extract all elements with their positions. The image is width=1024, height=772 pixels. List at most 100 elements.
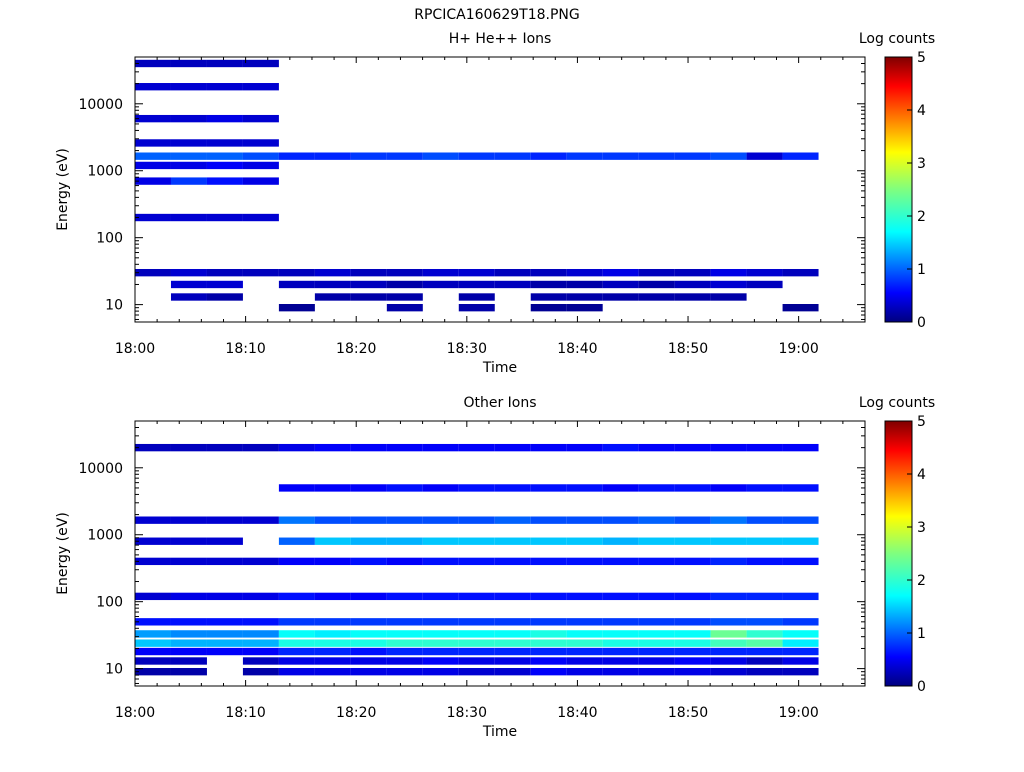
heatmap-cell [170, 293, 207, 301]
heatmap-cell [566, 152, 603, 160]
heatmap-cell [386, 639, 423, 647]
heatmap-cell [206, 537, 243, 545]
heatmap-cell [566, 630, 603, 638]
heatmap-cell [386, 152, 423, 160]
y-tick-label: 100 [96, 231, 123, 247]
heatmap-cell [135, 139, 171, 147]
heatmap-cell [746, 618, 783, 626]
heatmap-cell [242, 213, 279, 222]
heatmap-cell [458, 537, 495, 545]
heatmap-cell [135, 639, 171, 647]
heatmap-cell [206, 293, 243, 301]
heatmap-cell [350, 152, 387, 160]
heatmap-cell [206, 83, 243, 91]
y-tick-label: 10 [105, 298, 123, 314]
y-axis-label: Energy (eV) [55, 512, 71, 595]
heatmap-cell [566, 484, 603, 492]
heatmap-cell [674, 657, 711, 665]
heatmap-cell [710, 639, 747, 647]
heatmap-cell [170, 139, 207, 147]
heatmap-cell [242, 516, 279, 524]
y-tick-label: 1000 [87, 528, 123, 544]
heatmap-cell [494, 639, 531, 647]
heatmap-cell [350, 668, 387, 676]
heatmap-cell [494, 280, 531, 289]
heatmap-cell [386, 668, 423, 676]
heatmap-cell [170, 647, 207, 656]
heatmap-cell [530, 557, 567, 566]
heatmap-cell [170, 213, 207, 222]
heatmap-cell [422, 647, 459, 656]
heatmap-cell [530, 639, 567, 647]
heatmap-cell [530, 304, 567, 312]
colorbar [884, 420, 913, 687]
colorbar-tick-label: 5 [917, 50, 926, 66]
heatmap-cell [494, 592, 531, 601]
heatmap-cell [135, 268, 171, 277]
heatmap-cell [350, 443, 387, 452]
heatmap-cell [494, 618, 531, 626]
heatmap-cell [314, 657, 351, 665]
heatmap-cell [710, 443, 747, 452]
heatmap-cell [674, 647, 711, 656]
heatmap-cell [278, 443, 315, 452]
heatmap-cell [674, 293, 711, 301]
heatmap-cell [242, 668, 279, 676]
heatmap-cell [746, 537, 783, 545]
y-tick-label: 100 [96, 595, 123, 611]
heatmap-cell [170, 83, 207, 91]
heatmap-cell [566, 557, 603, 566]
heatmap-cell [494, 484, 531, 492]
heatmap-cell [242, 177, 279, 185]
heatmap-cell [746, 557, 783, 566]
colorbar-tick-label: 4 [917, 467, 926, 483]
heatmap-cell [710, 647, 747, 656]
heatmap-cell [242, 161, 279, 170]
heatmap-cell [386, 618, 423, 626]
heatmap-cell [602, 639, 639, 647]
heatmap-cell [386, 280, 423, 289]
colorbar-tick-label: 1 [917, 626, 926, 642]
heatmap-cell [314, 668, 351, 676]
heatmap-cell [170, 516, 207, 524]
heatmap-cell [746, 630, 783, 638]
heatmap-cell [458, 557, 495, 566]
x-tick-label: 19:00 [778, 341, 818, 357]
x-tick-label: 18:50 [668, 705, 708, 721]
heatmap-cell [135, 630, 171, 638]
colorbar-tick-label: 5 [917, 414, 926, 430]
heatmap-cell [278, 304, 315, 312]
heatmap-cell [566, 293, 603, 301]
heatmap-cell [135, 557, 171, 566]
heatmap-cell [494, 668, 531, 676]
heatmap-cell [638, 630, 675, 638]
heatmap-cell [422, 443, 459, 452]
heatmap-cell [242, 630, 279, 638]
y-tick-label: 10000 [78, 97, 123, 113]
heatmap-cell [206, 114, 243, 123]
heatmap-cell [135, 657, 171, 665]
x-tick-label: 18:30 [447, 705, 487, 721]
heatmap-cell [602, 647, 639, 656]
heatmap-cell [170, 630, 207, 638]
heatmap-cell [386, 268, 423, 277]
heatmap-cell [674, 516, 711, 524]
heatmap-cell [602, 484, 639, 492]
heatmap-cell [674, 484, 711, 492]
x-tick-label: 18:10 [225, 705, 265, 721]
heatmap-cell [782, 516, 819, 524]
heatmap-cell [206, 630, 243, 638]
heatmap-cell [386, 657, 423, 665]
heatmap-cell [135, 443, 171, 452]
panel-2: 18:00 18:10 18:20 18:30 18:40 18:50 19:0010100… [55, 395, 935, 740]
heatmap-cell [278, 484, 315, 492]
heatmap-cell [135, 152, 171, 160]
heatmap-cell [566, 668, 603, 676]
heatmap-cell [350, 657, 387, 665]
heatmap-cell [530, 537, 567, 545]
heatmap-cell [674, 557, 711, 566]
heatmap-cell [135, 516, 171, 524]
heatmap-cell [314, 516, 351, 524]
colorbar-tick-label: 4 [917, 103, 926, 119]
